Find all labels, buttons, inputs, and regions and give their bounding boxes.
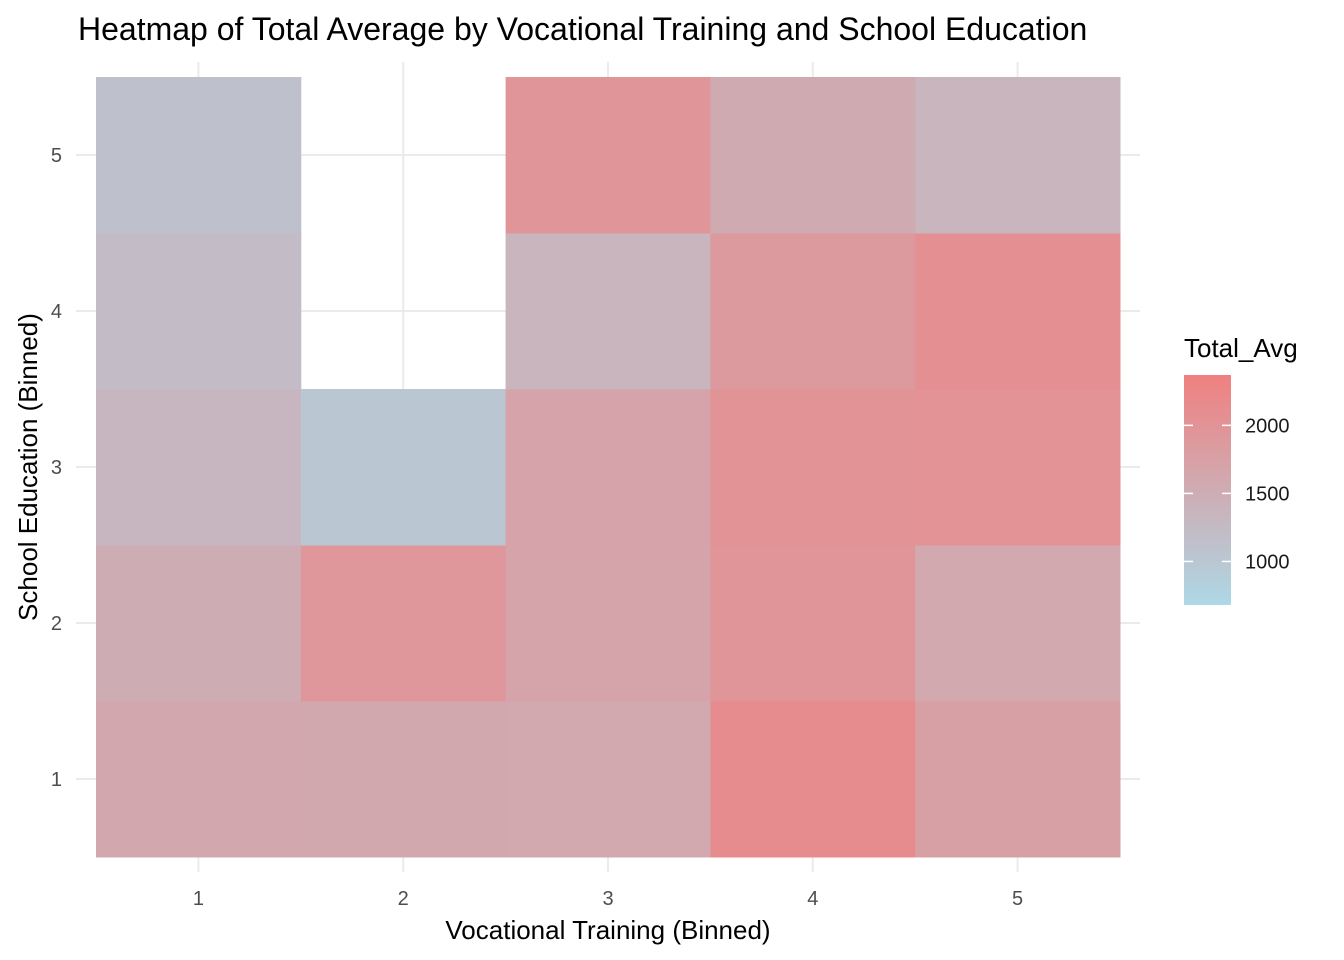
x-tick-label: 4 [807,888,818,910]
heatmap-cell [300,545,507,702]
legend-tick-label: 1500 [1245,483,1290,505]
heatmap-cell [96,701,302,858]
heatmap-cell [915,233,1121,390]
legend-title: Total_Avg [1184,333,1298,363]
heatmap-cell [300,389,507,546]
legend-ticks: 1000 1500 2000 [1184,415,1290,573]
heatmap-cell [915,77,1121,234]
heatmap-cell [96,545,302,702]
heatmap-cell [505,545,711,702]
heatmap-cell [505,701,711,858]
heatmap-cell [505,389,711,546]
y-tick-label: 4 [51,301,62,323]
x-tick-label: 2 [398,888,409,910]
heatmap-cell [915,701,1121,858]
heatmap-cell [96,233,302,390]
legend-tick-label: 2000 [1245,415,1290,437]
x-tick-label: 5 [1012,888,1023,910]
heatmap-cell [710,701,916,858]
heatmap-cell [710,545,916,702]
y-axis-ticks: 1 2 3 4 5 [51,145,62,791]
x-tick-label: 1 [193,888,204,910]
heatmap-cell [710,389,916,546]
x-tick-label: 3 [602,888,613,910]
heatmap-cells [96,77,1121,858]
heatmap-cell [300,701,507,858]
y-tick-label: 2 [51,613,62,635]
heatmap-cell [710,233,916,390]
y-axis-title: School Education (Binned) [13,313,43,621]
heatmap-cell [915,389,1121,546]
x-axis-title: Vocational Training (Binned) [445,915,770,945]
heatmap-cell [915,545,1121,702]
heatmap-cell [505,233,711,390]
legend-tick-label: 1000 [1245,551,1290,573]
legend: Total_Avg 1000 1500 2000 [1184,333,1298,605]
heatmap-cell [96,389,302,546]
x-axis-ticks: 1 2 3 4 5 [193,888,1023,910]
y-tick-label: 5 [51,145,62,167]
heatmap-cell [505,77,711,234]
heatmap-cell [710,77,916,234]
heatmap-cell [96,77,302,234]
y-tick-label: 3 [51,457,62,479]
chart-title: Heatmap of Total Average by Vocational T… [78,11,1087,47]
y-tick-label: 1 [51,769,62,791]
legend-colorbar [1184,375,1231,605]
